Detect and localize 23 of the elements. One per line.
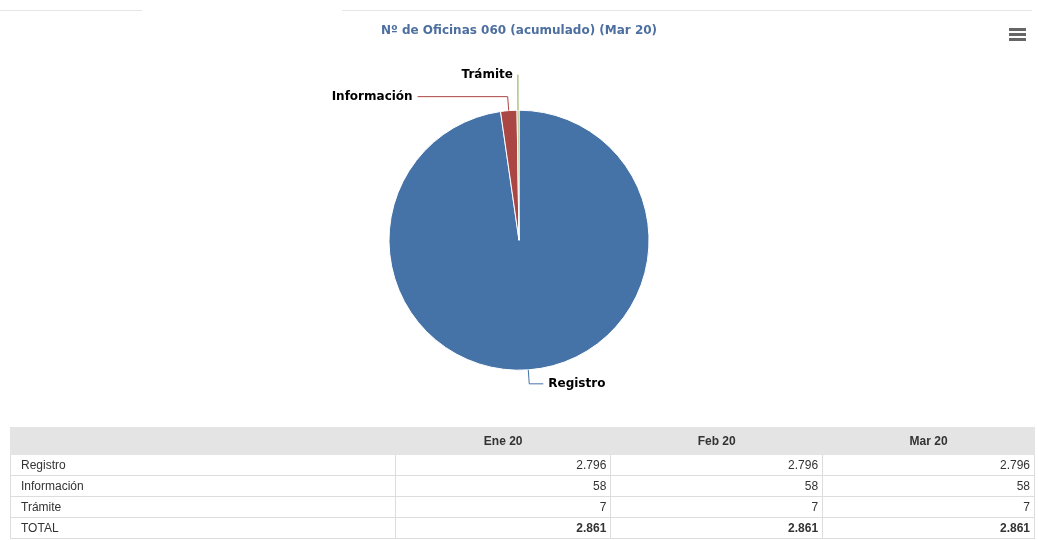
data-label: 2.861 (610, 517, 823, 539)
data-label: 2.796 (610, 454, 823, 476)
slice-label: Registro (548, 375, 606, 390)
data-label: 58 (822, 475, 1035, 497)
category-label: Ene 20 (395, 427, 611, 455)
data-label: 2.796 (822, 454, 1035, 476)
data-label: 58 (610, 475, 823, 497)
data-label: 7 (610, 496, 823, 518)
text: Trámite (10, 496, 396, 518)
chart-title: Nº de Oficinas 060 (acumulado) (Mar 20) (380, 23, 658, 38)
category-label: Mar 20 (822, 427, 1035, 455)
text: Información (10, 475, 396, 497)
slice-label: Trámite (461, 66, 513, 81)
text: Registro (10, 454, 396, 476)
data-label: 2.861 (822, 517, 1035, 539)
data-label: 2.796 (395, 454, 611, 476)
text: TOTAL (10, 517, 396, 539)
category-label: Feb 20 (610, 427, 823, 455)
slice-label: Información (331, 88, 413, 103)
data-label: 7 (395, 496, 611, 518)
data-label: 58 (395, 475, 611, 497)
data-label: 7 (822, 496, 1035, 518)
data-label: 2.861 (395, 517, 611, 539)
